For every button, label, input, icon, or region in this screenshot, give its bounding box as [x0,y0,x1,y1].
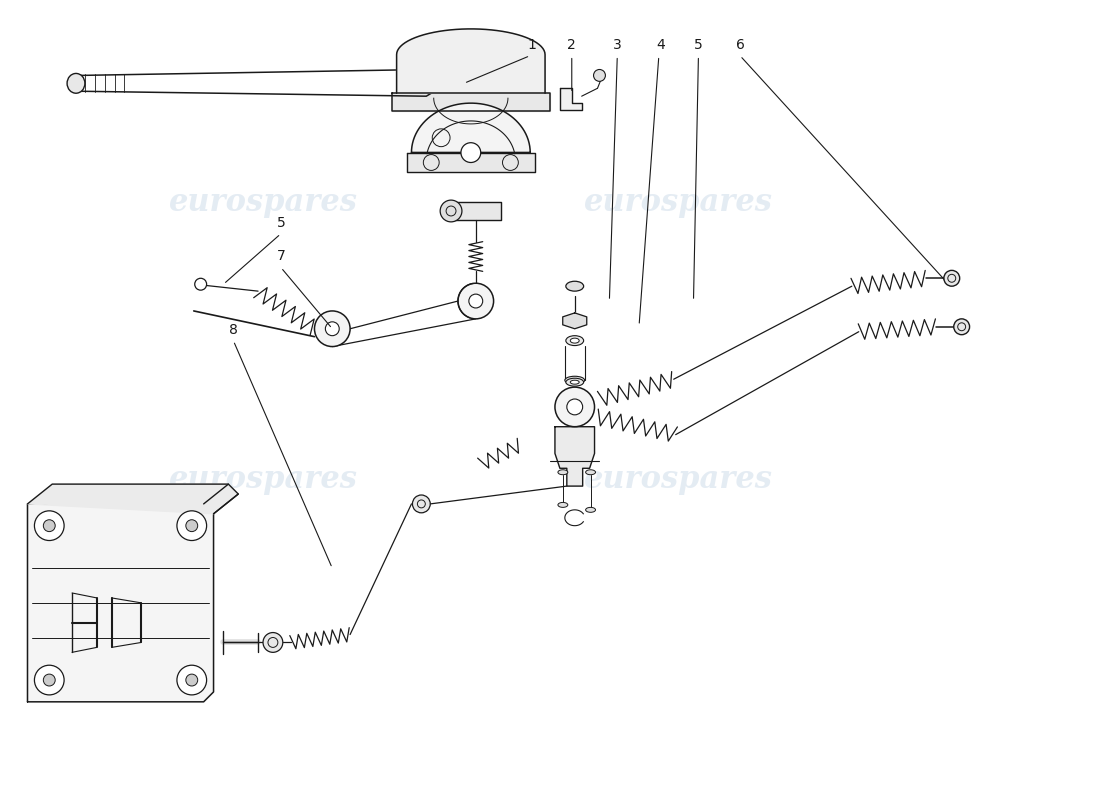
Ellipse shape [565,282,584,291]
Circle shape [34,511,64,541]
Polygon shape [397,29,546,94]
Text: 2: 2 [568,38,576,52]
Circle shape [186,520,198,532]
Polygon shape [28,484,239,514]
Circle shape [177,511,207,541]
Ellipse shape [585,470,595,474]
Circle shape [954,319,969,334]
Polygon shape [560,88,582,110]
Text: 8: 8 [229,322,238,337]
Circle shape [177,666,207,695]
Circle shape [315,311,350,346]
Circle shape [566,399,583,415]
Circle shape [186,674,198,686]
Text: eurospares: eurospares [168,464,358,494]
Text: 1: 1 [528,38,537,52]
Text: 5: 5 [276,216,285,230]
Circle shape [43,520,55,532]
Text: eurospares: eurospares [584,186,773,218]
Ellipse shape [585,507,595,512]
Text: eurospares: eurospares [584,464,773,494]
Ellipse shape [570,338,580,343]
Circle shape [34,666,64,695]
Circle shape [440,200,462,222]
Circle shape [944,270,959,286]
Polygon shape [411,103,530,153]
Ellipse shape [67,74,85,94]
Ellipse shape [564,376,584,384]
Ellipse shape [558,502,568,507]
Polygon shape [554,426,594,486]
Polygon shape [70,70,447,96]
Polygon shape [451,202,501,220]
Circle shape [554,387,594,426]
Text: eurospares: eurospares [168,186,358,218]
Polygon shape [407,153,536,172]
Circle shape [461,142,481,162]
Ellipse shape [558,470,568,474]
Polygon shape [563,313,586,329]
Text: 4: 4 [657,38,665,52]
Ellipse shape [570,380,580,384]
Polygon shape [28,504,213,702]
Text: 5: 5 [694,38,703,52]
Ellipse shape [565,378,584,386]
Circle shape [469,294,483,308]
Circle shape [594,70,605,82]
Circle shape [326,322,339,336]
Circle shape [195,278,207,290]
Text: 6: 6 [736,38,745,52]
Text: 3: 3 [613,38,621,52]
Polygon shape [392,94,550,111]
Circle shape [412,495,430,513]
Text: 7: 7 [276,250,285,263]
Circle shape [458,283,494,319]
Ellipse shape [565,336,584,346]
Circle shape [43,674,55,686]
Circle shape [263,633,283,652]
